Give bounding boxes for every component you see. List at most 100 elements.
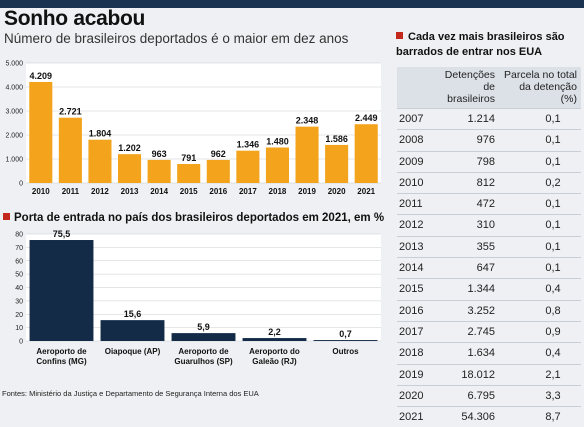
bar [266,147,289,183]
share-cell: 0,1 [499,194,581,215]
data-label: 1.346 [237,140,260,150]
x-tick-label: 2014 [150,187,168,196]
year-cell: 2021 [397,407,437,427]
x-tick-label: 2011 [62,187,80,196]
share-cell: 0,8 [499,300,581,321]
detentions-cell: 310 [437,215,499,236]
x-tick-label: Guarulhos (SP) [174,357,233,366]
share-cell: 0,4 [499,343,581,364]
y-tick-label: 10 [15,325,23,332]
x-tick-label: 2013 [121,187,139,196]
title-marker [3,213,10,220]
share-cell: 0,1 [499,109,581,130]
year-cell: 2013 [397,236,437,257]
data-label: 2.449 [355,113,378,123]
detentions-table: Detenções de brasileiros Parcela no tota… [397,67,581,427]
x-tick-label: 2018 [269,187,287,196]
share-cell: 8,7 [499,407,581,427]
data-label: 1.804 [89,129,112,139]
detentions-cell: 798 [437,151,499,172]
x-tick-label: Outros [332,347,359,356]
bar [355,124,378,183]
year-cell: 2017 [397,321,437,342]
page-title: Sonho acabou [4,7,145,31]
x-tick-label: 2017 [239,187,257,196]
year-cell: 2011 [397,194,437,215]
x-tick-label: 2010 [32,187,50,196]
table-header-year [397,67,437,109]
detentions-cell: 18.012 [437,364,499,385]
y-tick-label: 20 [15,312,23,319]
y-tick-label: 3.000 [5,109,23,116]
detentions-cell: 1.634 [437,343,499,364]
year-cell: 2010 [397,172,437,193]
detentions-cell: 812 [437,172,499,193]
year-cell: 2019 [397,364,437,385]
data-label: 1.586 [325,134,348,144]
y-tick-label: 70 [15,245,23,252]
y-tick-label: 5.000 [5,61,23,68]
y-tick-label: 60 [15,258,23,265]
share-cell: 0,2 [499,172,581,193]
y-tick-label: 0 [19,339,23,346]
x-tick-label: 2019 [298,187,316,196]
data-label: 962 [211,149,226,159]
table-title-text: Cada vez mais brasileiros são barrados d… [396,31,565,58]
y-tick-label: 1.000 [5,157,23,164]
detentions-cell: 1.344 [437,279,499,300]
data-label: 2.348 [296,116,319,126]
page-subtitle: Número de brasileiros deportados é o mai… [4,31,348,46]
y-tick-label: 50 [15,272,23,279]
share-cell: 3,3 [499,385,581,406]
x-tick-label: Aeroporto de [36,347,87,356]
data-label: 5,9 [197,322,210,332]
bar [88,140,111,183]
x-tick-label: 2012 [91,187,109,196]
y-tick-label: 2.000 [5,133,23,140]
year-cell: 2020 [397,385,437,406]
bar [296,127,319,183]
y-tick-label: 40 [15,285,23,292]
table-header-row: Detenções de brasileiros Parcela no tota… [397,67,581,109]
chart-title: Porta de entrada no país dos brasileiros… [14,212,384,224]
share-cell: 0,1 [499,215,581,236]
year-cell: 2012 [397,215,437,236]
y-tick-label: 30 [15,298,23,305]
year-cell: 2007 [397,109,437,130]
data-label: 1.202 [118,143,141,153]
y-tick-label: 0 [19,181,23,188]
x-tick-label: 2016 [209,187,227,196]
detentions-cell: 647 [437,258,499,279]
bar [172,333,236,341]
year-cell: 2009 [397,151,437,172]
share-cell: 0,1 [499,258,581,279]
deportations-by-year-chart: 01.0002.0003.0004.0005.0004.20920102.721… [0,55,390,205]
data-label: 75,5 [53,229,71,239]
share-cell: 0,1 [499,236,581,257]
detentions-cell: 54.306 [437,407,499,427]
detentions-cell: 2.745 [437,321,499,342]
bar [59,118,82,183]
share-cell: 0,4 [499,279,581,300]
year-cell: 2008 [397,130,437,151]
y-tick-label: 80 [15,232,23,239]
data-label: 1.480 [266,136,289,146]
x-tick-label: 2015 [180,187,198,196]
year-cell: 2014 [397,258,437,279]
x-tick-label: Oiapoque (AP) [105,347,161,356]
x-tick-label: 2021 [357,187,375,196]
bar [148,160,171,183]
bar [207,160,230,183]
table-header-detentions: Detenções de brasileiros [437,67,499,109]
share-cell: 0,9 [499,321,581,342]
